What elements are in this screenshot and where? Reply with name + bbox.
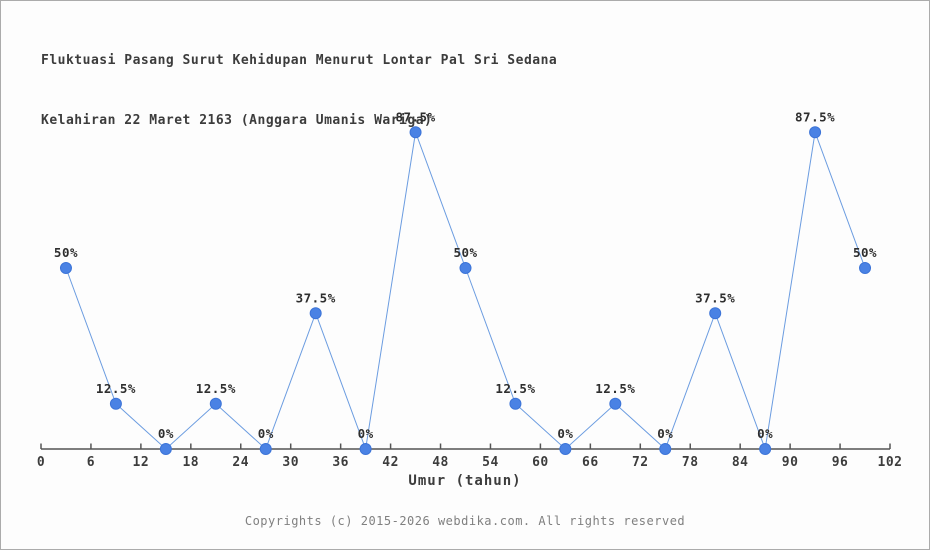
data-point-marker	[859, 262, 872, 274]
data-point-marker	[309, 307, 322, 320]
copyright-text: Copyrights (c) 2015-2026 webdika.com. Al…	[244, 514, 686, 528]
x-axis-label: Umur (tahun)	[408, 473, 522, 489]
x-axis-tick-label: 90	[782, 455, 799, 470]
data-point-label: 0%	[358, 426, 374, 441]
data-point-marker	[359, 443, 372, 455]
data-point-label: 0%	[258, 426, 274, 441]
data-point-marker	[659, 443, 672, 455]
data-point-label: 12.5%	[495, 381, 535, 396]
data-point-marker	[709, 307, 722, 320]
data-point-label: 0%	[657, 426, 673, 441]
data-point-label: 12.5%	[196, 381, 236, 396]
chart-title-line2: Kelahiran 22 Maret 2163 (Anggara Umanis …	[41, 113, 433, 128]
data-point-label: 0%	[158, 426, 174, 441]
data-point-label: 50%	[453, 245, 477, 260]
data-point-marker	[509, 397, 522, 410]
data-point-label: 12.5%	[96, 381, 136, 396]
x-axis-tick-label: 60	[532, 455, 549, 470]
data-point-marker	[459, 262, 472, 274]
x-axis-tick-label: 12	[133, 455, 150, 470]
x-axis-tick-label: 96	[832, 455, 849, 470]
data-point-marker	[409, 126, 422, 139]
data-point-label: 0%	[757, 426, 773, 441]
x-axis-tick-label: 78	[682, 455, 699, 470]
data-point-marker	[759, 443, 772, 455]
x-axis-tick-label: 54	[482, 455, 499, 470]
data-point-marker	[259, 443, 272, 455]
data-point-marker	[559, 443, 572, 455]
chart-title: Fluktuasi Pasang Surut Kehidupan Menurut…	[41, 11, 557, 171]
data-point-label: 50%	[853, 245, 877, 260]
data-point-marker	[59, 262, 72, 274]
x-axis-tick-label: 18	[182, 455, 199, 470]
data-point-marker	[159, 443, 172, 455]
x-axis-tick-label: 0	[37, 455, 45, 470]
x-axis-tick-label: 72	[632, 455, 649, 470]
x-axis-tick-label: 84	[732, 455, 749, 470]
data-point-marker	[609, 397, 622, 410]
data-line	[65, 130, 866, 451]
data-point-label: 12.5%	[595, 381, 635, 396]
data-point-marker	[109, 397, 122, 410]
data-point-label: 50%	[54, 245, 78, 260]
x-axis-tick-label: 24	[232, 455, 249, 470]
x-axis-tick-label: 30	[282, 455, 299, 470]
data-point-label: 37.5%	[296, 290, 336, 305]
x-axis-tick-label: 48	[432, 455, 449, 470]
x-axis-tick-label: 102	[878, 455, 903, 470]
data-point-marker	[209, 397, 222, 410]
chart-title-line1: Fluktuasi Pasang Surut Kehidupan Menurut…	[41, 53, 558, 68]
data-point-label: 87.5%	[795, 109, 835, 124]
data-point-label: 87.5%	[395, 109, 435, 124]
x-axis-tick-label: 36	[332, 455, 349, 470]
x-axis-tick-label: 66	[582, 455, 599, 470]
data-point-marker	[809, 126, 822, 139]
x-axis-tick-label: 6	[87, 455, 95, 470]
data-point-label: 0%	[557, 426, 573, 441]
x-axis-tick-label: 42	[382, 455, 399, 470]
data-point-label: 37.5%	[695, 290, 735, 305]
